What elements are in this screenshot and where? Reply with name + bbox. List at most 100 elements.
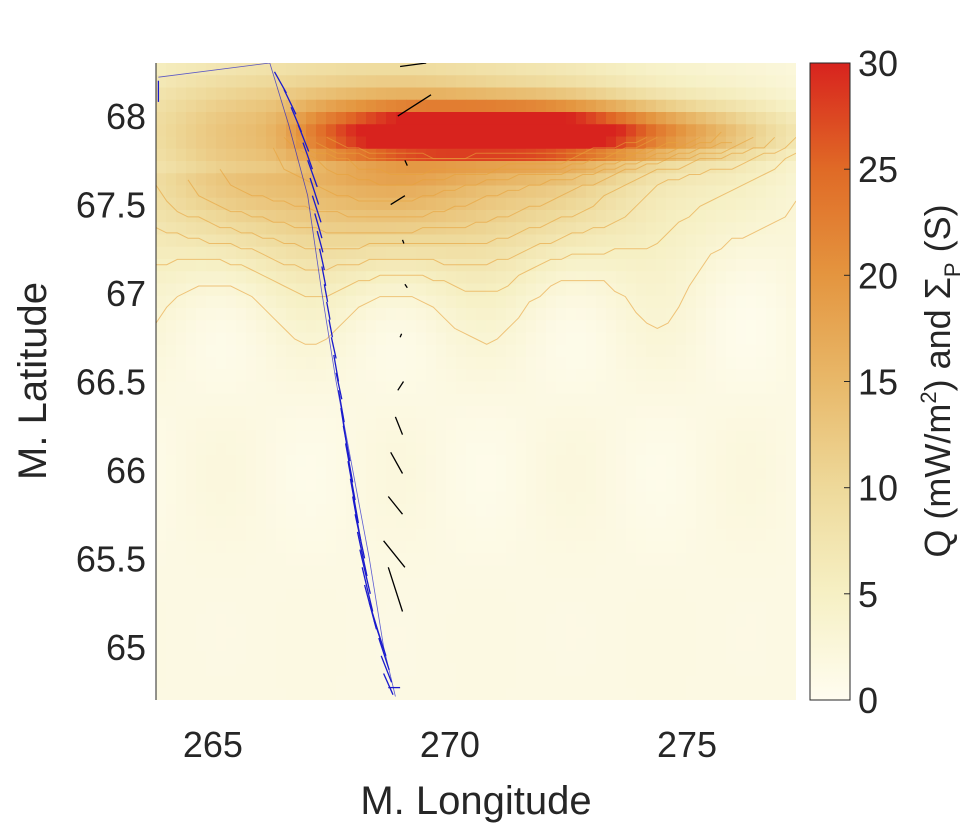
heatmap-cell — [706, 651, 717, 664]
heatmap-cell — [596, 332, 607, 346]
heatmap-cell — [476, 455, 487, 468]
heatmap-cell — [676, 467, 687, 481]
heatmap-cell — [546, 651, 557, 664]
heatmap-cell — [426, 332, 437, 346]
heatmap-cell — [376, 87, 387, 101]
heatmap-cell — [436, 75, 447, 89]
heatmap-cell — [586, 393, 597, 407]
heatmap-cell — [166, 430, 177, 444]
heatmap-cell — [196, 455, 207, 468]
heatmap-cell — [406, 638, 417, 652]
heatmap-cell — [336, 651, 347, 664]
heatmap-cell — [616, 540, 627, 554]
heatmap-cell — [186, 222, 197, 236]
heatmap-cell — [326, 308, 337, 321]
heatmap-cell — [376, 63, 387, 76]
heatmap-cell — [766, 393, 777, 407]
heatmap-cell — [266, 173, 277, 187]
heatmap-cell — [686, 504, 697, 517]
heatmap-cell — [786, 161, 796, 174]
heatmap-cell — [746, 418, 757, 432]
heatmap-cell — [426, 295, 437, 309]
heatmap-cell — [516, 185, 527, 199]
heatmap-cell — [466, 675, 477, 689]
heatmap-cell — [576, 197, 587, 211]
heatmap-cell — [466, 210, 477, 223]
heatmap-cell — [636, 626, 647, 640]
heatmap-cell — [356, 87, 367, 101]
heatmap-cell — [386, 308, 397, 321]
heatmap-cell — [756, 63, 767, 76]
heatmap-cell — [626, 638, 637, 652]
heatmap-cell — [756, 308, 767, 321]
heatmap-cell — [266, 577, 277, 591]
heatmap-cell — [216, 332, 227, 346]
heatmap-cell — [696, 663, 707, 677]
heatmap-cell — [686, 393, 697, 407]
heatmap-cell — [436, 259, 447, 272]
heatmap-cell — [706, 504, 717, 517]
heatmap-cell — [436, 675, 447, 689]
heatmap-cell — [786, 259, 796, 272]
heatmap-cell — [396, 393, 407, 407]
heatmap-cell — [706, 75, 717, 89]
heatmap-cell — [616, 418, 627, 432]
heatmap-cell — [436, 651, 447, 664]
heatmap-cell — [546, 136, 557, 150]
heatmap-cell — [746, 687, 757, 700]
heatmap-cell — [556, 234, 567, 248]
heatmap-cell — [746, 63, 757, 76]
heatmap-cell — [356, 577, 367, 591]
heatmap-cell — [616, 663, 627, 677]
heatmap-cell — [336, 602, 347, 615]
heatmap-cell — [306, 259, 317, 272]
heatmap-cell — [266, 112, 277, 125]
heatmap-cell — [466, 271, 477, 285]
heatmap-cell — [786, 271, 796, 285]
heatmap-cell — [536, 112, 547, 125]
heatmap-cell — [236, 222, 247, 236]
heatmap-cell — [486, 626, 497, 640]
heatmap-cell — [546, 442, 557, 456]
heatmap-cell — [726, 577, 737, 591]
heatmap-cell — [786, 602, 796, 615]
heatmap-cell — [536, 63, 547, 76]
heatmap-cell — [786, 638, 796, 652]
heatmap-cell — [696, 148, 707, 162]
heatmap-cell — [216, 393, 227, 407]
heatmap-cell — [536, 516, 547, 530]
heatmap-cell — [366, 344, 377, 358]
heatmap-cell — [406, 651, 417, 664]
heatmap-cell — [296, 234, 307, 248]
heatmap-cell — [506, 320, 517, 334]
heatmap-cell — [246, 148, 257, 162]
heatmap-cell — [326, 381, 337, 395]
heatmap-cell — [746, 455, 757, 468]
heatmap-cell — [176, 75, 187, 89]
heatmap-cell — [366, 455, 377, 468]
heatmap-cell — [736, 308, 747, 321]
heatmap-cell — [406, 516, 417, 530]
heatmap-cell — [606, 651, 617, 664]
heatmap-cell — [296, 99, 307, 113]
heatmap-cell — [376, 75, 387, 89]
heatmap-cell — [156, 638, 167, 652]
heatmap-cell — [266, 357, 277, 370]
heatmap-cell — [566, 675, 577, 689]
heatmap-cell — [216, 124, 227, 138]
heatmap-cell — [776, 87, 787, 101]
heatmap-cell — [726, 467, 737, 481]
heatmap-cell — [186, 234, 197, 248]
heatmap-cell — [426, 406, 437, 419]
heatmap-cell — [666, 589, 677, 603]
heatmap-cell — [546, 381, 557, 395]
heatmap-cell — [206, 638, 217, 652]
heatmap-cell — [546, 308, 557, 321]
heatmap-cell — [586, 75, 597, 89]
heatmap-cell — [776, 185, 787, 199]
heatmap-cell — [626, 357, 637, 370]
heatmap-cell — [256, 418, 267, 432]
heatmap-cell — [206, 148, 217, 162]
heatmap-cell — [296, 185, 307, 199]
heatmap-cell — [726, 602, 737, 615]
